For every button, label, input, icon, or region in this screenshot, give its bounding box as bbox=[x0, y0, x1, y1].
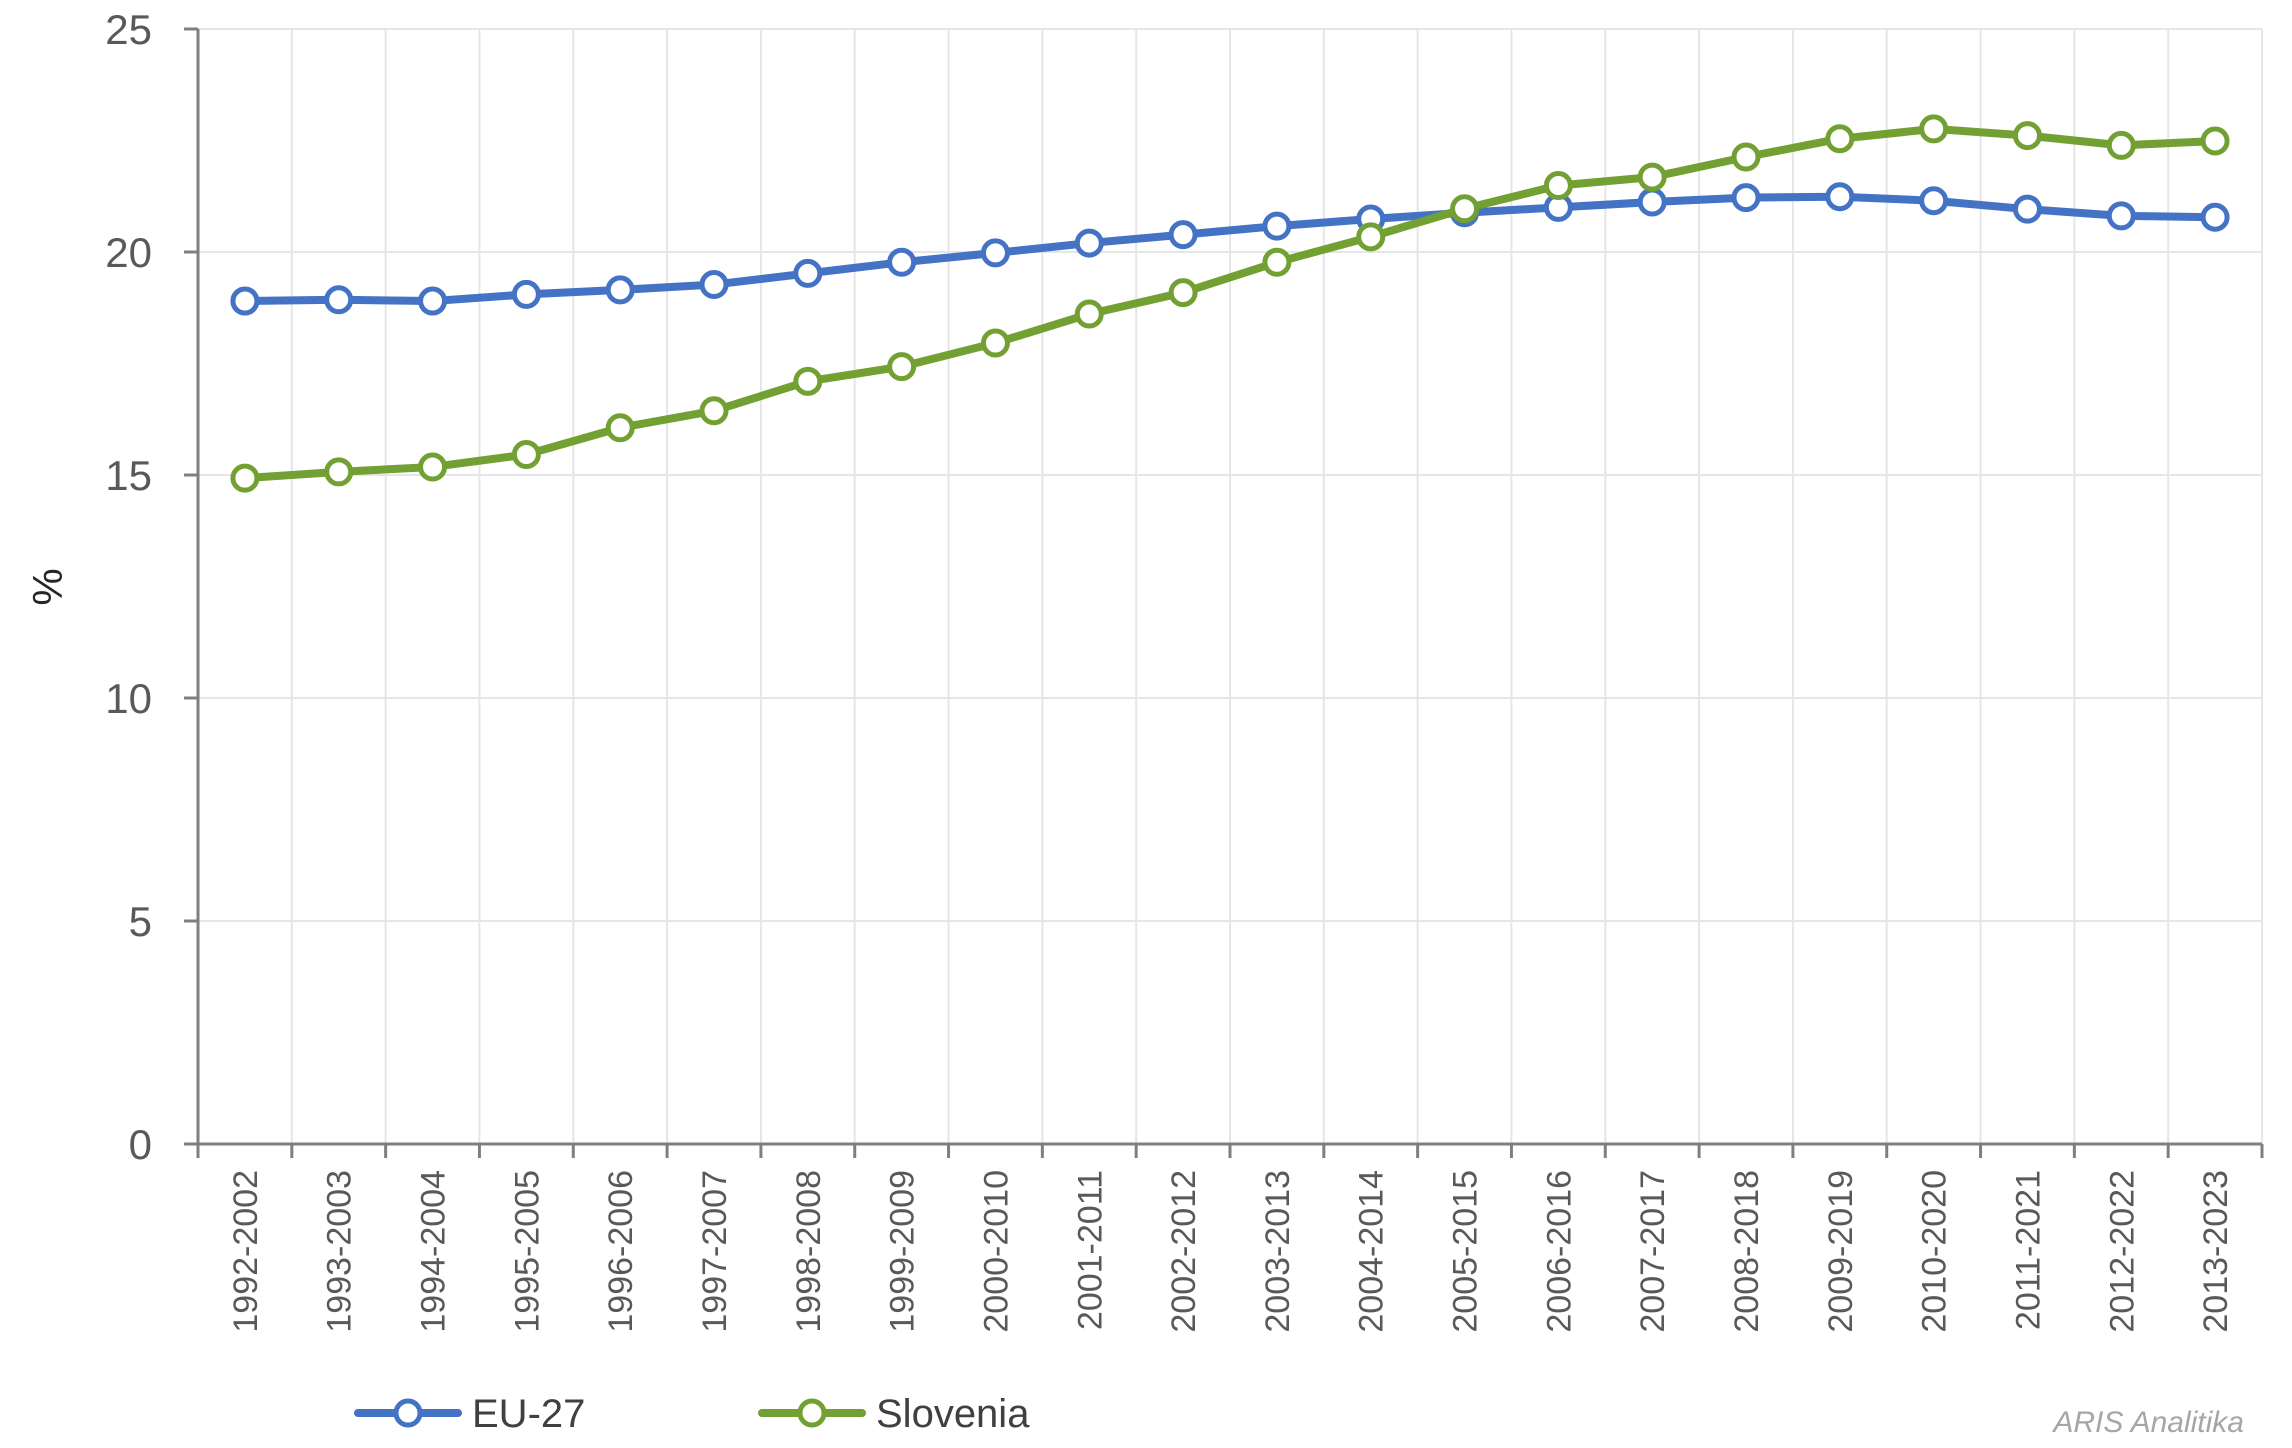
x-tick-label: 2001-2011 bbox=[1071, 1170, 1109, 1330]
x-tick-label: 2011-2021 bbox=[2009, 1170, 2047, 1330]
x-tick-label: 1999-2009 bbox=[884, 1170, 922, 1333]
data-point bbox=[605, 275, 635, 305]
data-point bbox=[605, 413, 635, 443]
x-tick-label: 2003-2013 bbox=[1259, 1170, 1297, 1333]
x-tick-label: 2013-2023 bbox=[2197, 1170, 2235, 1333]
y-tick-label: 10 bbox=[105, 675, 152, 722]
x-tick-label: 2000-2010 bbox=[977, 1170, 1015, 1333]
series-slovenia bbox=[230, 114, 2230, 493]
x-tick-label: 2002-2012 bbox=[1165, 1170, 1203, 1333]
data-point bbox=[1450, 194, 1480, 224]
x-tick-label: 1996-2006 bbox=[602, 1170, 640, 1333]
x-tick-label: 2012-2022 bbox=[2103, 1170, 2141, 1333]
x-tick-label: 1992-2002 bbox=[227, 1170, 265, 1333]
legend-marker bbox=[393, 1398, 423, 1428]
y-tick-label: 0 bbox=[129, 1121, 152, 1168]
data-point bbox=[1825, 124, 1855, 154]
data-point bbox=[1168, 278, 1198, 308]
data-point bbox=[793, 258, 823, 288]
x-tick-label: 2006-2016 bbox=[1540, 1170, 1578, 1333]
axes bbox=[184, 27, 2264, 1158]
data-point bbox=[980, 238, 1010, 268]
data-point bbox=[1637, 187, 1667, 217]
data-point bbox=[1731, 142, 1761, 172]
series-layer bbox=[230, 114, 2230, 493]
series-line bbox=[240, 124, 2220, 483]
legend: EU-27 Slovenia bbox=[354, 1392, 1030, 1436]
data-point bbox=[1262, 247, 1292, 277]
y-tick-label: 15 bbox=[105, 452, 152, 499]
data-point bbox=[887, 247, 917, 277]
data-point bbox=[793, 366, 823, 396]
data-point bbox=[1825, 182, 1855, 212]
x-tick-label: 2004-2014 bbox=[1353, 1170, 1391, 1333]
data-point bbox=[887, 352, 917, 382]
x-tick-label: 1998-2008 bbox=[790, 1170, 828, 1333]
data-point bbox=[2200, 126, 2230, 156]
data-point bbox=[2200, 202, 2230, 232]
data-point bbox=[1356, 222, 1386, 252]
x-tick-label: 1993-2003 bbox=[321, 1170, 359, 1333]
data-point bbox=[699, 396, 729, 426]
x-tick-labels: 1992-2002 1993-2003 1994-2004 1995-2005 1996… bbox=[227, 1170, 2235, 1333]
data-point bbox=[2012, 121, 2042, 151]
watermark: ARIS Analitika bbox=[2051, 1406, 2244, 1439]
data-point bbox=[230, 286, 260, 316]
y-tick-label: 20 bbox=[105, 229, 152, 276]
data-point bbox=[1731, 183, 1761, 213]
data-point bbox=[1074, 228, 1104, 258]
data-point bbox=[418, 286, 448, 316]
y-tick-labels: 0 5 10 15 20 25 bbox=[105, 6, 152, 1168]
data-point bbox=[699, 270, 729, 300]
legend-item: EU-27 bbox=[354, 1392, 585, 1436]
data-point bbox=[324, 285, 354, 315]
data-point bbox=[1637, 162, 1667, 192]
y-tick-label: 5 bbox=[129, 898, 152, 945]
series-line bbox=[240, 192, 2220, 306]
data-point bbox=[2106, 130, 2136, 160]
data-point bbox=[980, 328, 1010, 358]
x-tick-label: 1995-2005 bbox=[508, 1170, 546, 1333]
x-tick-label: 2005-2015 bbox=[1447, 1170, 1485, 1333]
data-point bbox=[1919, 186, 1949, 216]
data-point bbox=[324, 457, 354, 487]
x-tick-label: 2008-2018 bbox=[1728, 1170, 1766, 1333]
data-point bbox=[230, 463, 260, 493]
data-point bbox=[511, 279, 541, 309]
legend-marker bbox=[797, 1398, 827, 1428]
data-point bbox=[1543, 171, 1573, 201]
x-tick-label: 1994-2004 bbox=[415, 1170, 453, 1333]
data-point bbox=[1262, 211, 1292, 241]
legend-label: Slovenia bbox=[876, 1392, 1030, 1436]
y-tick-label: 25 bbox=[105, 6, 152, 53]
series-eu-27 bbox=[230, 182, 2230, 316]
legend-item: Slovenia bbox=[758, 1392, 1030, 1436]
data-point bbox=[418, 452, 448, 482]
legend-label: EU-27 bbox=[472, 1392, 585, 1436]
data-point bbox=[1168, 220, 1198, 250]
data-point bbox=[1074, 299, 1104, 329]
x-tick-label: 1997-2007 bbox=[696, 1170, 734, 1333]
data-point bbox=[2012, 194, 2042, 224]
data-point bbox=[511, 439, 541, 469]
data-point bbox=[1919, 114, 1949, 144]
gridlines bbox=[198, 28, 2263, 1144]
x-tick-label: 2007-2017 bbox=[1634, 1170, 1672, 1333]
y-axis-label: % bbox=[24, 568, 71, 605]
x-tick-label: 2010-2020 bbox=[1916, 1170, 1954, 1333]
data-point bbox=[2106, 201, 2136, 231]
x-tick-label: 2009-2019 bbox=[1822, 1170, 1860, 1333]
